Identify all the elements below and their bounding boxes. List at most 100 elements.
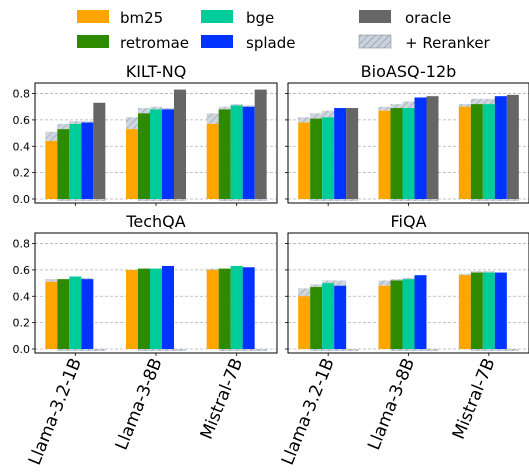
bar-splade	[414, 97, 427, 199]
bar-reranker-bm25	[126, 117, 138, 130]
y-tick-label: 0.2	[13, 317, 31, 330]
bar-reranker-splade	[162, 108, 174, 110]
bar-reranker-bm25	[458, 104, 471, 107]
bar-retromae	[470, 104, 483, 199]
bar-splade	[81, 122, 94, 199]
x-tick-label: Llama-3.2-1B	[278, 355, 339, 468]
bar-reranker-bm25	[298, 117, 311, 123]
bar-bge	[69, 123, 82, 199]
panel-kilt-nq: 0.0 0.2 0.4 0.6 0.8 KILT-NQ	[13, 62, 278, 206]
bar-oracle	[346, 108, 359, 199]
bar-bm25	[378, 285, 391, 349]
bar-oracle	[426, 96, 439, 199]
x-tick-label: Llama-3-8B	[112, 355, 167, 453]
bar-reranker-base	[310, 199, 359, 201]
y-tick-label: 0.6	[13, 114, 31, 127]
bar-reranker-bge	[150, 106, 162, 110]
bar-reranker-retromae	[390, 104, 403, 109]
bar-reranker-retromae	[138, 108, 150, 114]
bar-reranker-retromae	[57, 123, 70, 130]
bar-reranker-bm25	[45, 279, 58, 282]
bar-reranker-base	[470, 199, 519, 201]
bar-retromae	[138, 268, 150, 349]
bar-reranker-bge	[69, 121, 82, 124]
bar-oracle	[174, 89, 186, 199]
bar-retromae	[57, 129, 70, 199]
bar-splade	[242, 106, 255, 199]
legend: bm25 retromae bge splade oracle + Reranker	[77, 9, 491, 52]
bar-splade	[242, 267, 255, 349]
x-tick-label: Llama-3-8B	[364, 355, 419, 453]
y-tick-label: 0.2	[13, 167, 31, 180]
bar-bge	[230, 265, 243, 349]
bar-bm25	[45, 281, 58, 349]
bar-retromae	[218, 109, 231, 199]
bar-bm25	[298, 296, 311, 349]
panel-bioasq-12b: BioASQ-12b	[285, 62, 529, 206]
legend-swatch-retromae	[77, 35, 109, 48]
bar-bge	[230, 105, 243, 199]
bar-reranker-bm25	[206, 268, 219, 270]
panel-title: FiQA	[390, 212, 426, 231]
bar-reranker-base	[310, 349, 359, 351]
bar-splade	[414, 275, 427, 349]
bar-retromae	[470, 272, 483, 349]
bar-bge	[402, 279, 415, 349]
panel-fiqa: FiQA	[285, 212, 529, 356]
bar-reranker-bge	[402, 101, 415, 109]
bar-reranker-splade	[81, 121, 94, 123]
bar-retromae	[310, 118, 323, 199]
bar-reranker-base	[218, 199, 267, 201]
bar-reranker-bge	[482, 98, 495, 105]
bar-splade	[494, 272, 507, 349]
bar-oracle	[93, 102, 106, 199]
x-tick-label: Mistral-7B	[449, 355, 500, 442]
x-tick-labels: Llama-3.2-1B Llama-3-8B Mistral-7B Llama-3.…	[25, 355, 500, 468]
bar-reranker-splade	[242, 105, 255, 107]
bar-reranker-base	[57, 199, 106, 201]
x-tick-label: Llama-3.2-1B	[25, 355, 86, 468]
bar-bge	[402, 108, 415, 199]
bar-reranker-bm25	[378, 280, 391, 286]
bar-bm25	[126, 269, 138, 349]
bar-bm25	[206, 123, 219, 199]
bar-retromae	[390, 280, 403, 349]
bar-reranker-splade	[334, 280, 347, 286]
legend-swatch-bm25	[77, 10, 109, 23]
bar-splade	[81, 279, 94, 349]
bar-bm25	[206, 269, 219, 349]
bar-reranker-retromae	[310, 284, 323, 288]
panel-techqa: 0.0 0.2 0.4 0.6 0.8 TechQA	[13, 212, 278, 356]
legend-swatch-splade	[201, 35, 233, 48]
bar-splade	[334, 108, 347, 199]
bar-bm25	[45, 141, 58, 199]
bar-reranker-base	[218, 349, 267, 351]
y-tick-label: 0.4	[13, 290, 31, 303]
bar-splade	[162, 265, 174, 349]
bar-retromae	[390, 108, 403, 199]
bar-reranker-base	[390, 199, 439, 201]
bar-reranker-bm25	[298, 288, 311, 297]
bar-reranker-bm25	[206, 113, 219, 124]
legend-label-bge: bge	[246, 9, 274, 27]
panel-title: TechQA	[125, 212, 185, 231]
y-tick-label: 0.0	[13, 343, 31, 356]
legend-label-retromae: retromae	[120, 34, 189, 52]
bar-reranker-base	[138, 199, 186, 201]
bar-reranker-bm25	[45, 131, 58, 141]
y-tick-label: 0.8	[13, 238, 31, 251]
axes-frame	[287, 82, 529, 204]
axes-frame	[34, 82, 278, 204]
bar-retromae	[218, 268, 231, 349]
x-tick-label: Mistral-7B	[197, 355, 248, 442]
bar-bge	[482, 272, 495, 349]
bar-reranker-retromae	[218, 106, 231, 110]
legend-label-oracle: oracle	[405, 9, 451, 27]
bar-reranker-bm25	[378, 106, 391, 111]
bar-retromae	[310, 287, 323, 349]
bar-splade	[334, 285, 347, 349]
legend-swatch-reranker	[358, 34, 392, 49]
bar-reranker-base	[138, 349, 186, 351]
